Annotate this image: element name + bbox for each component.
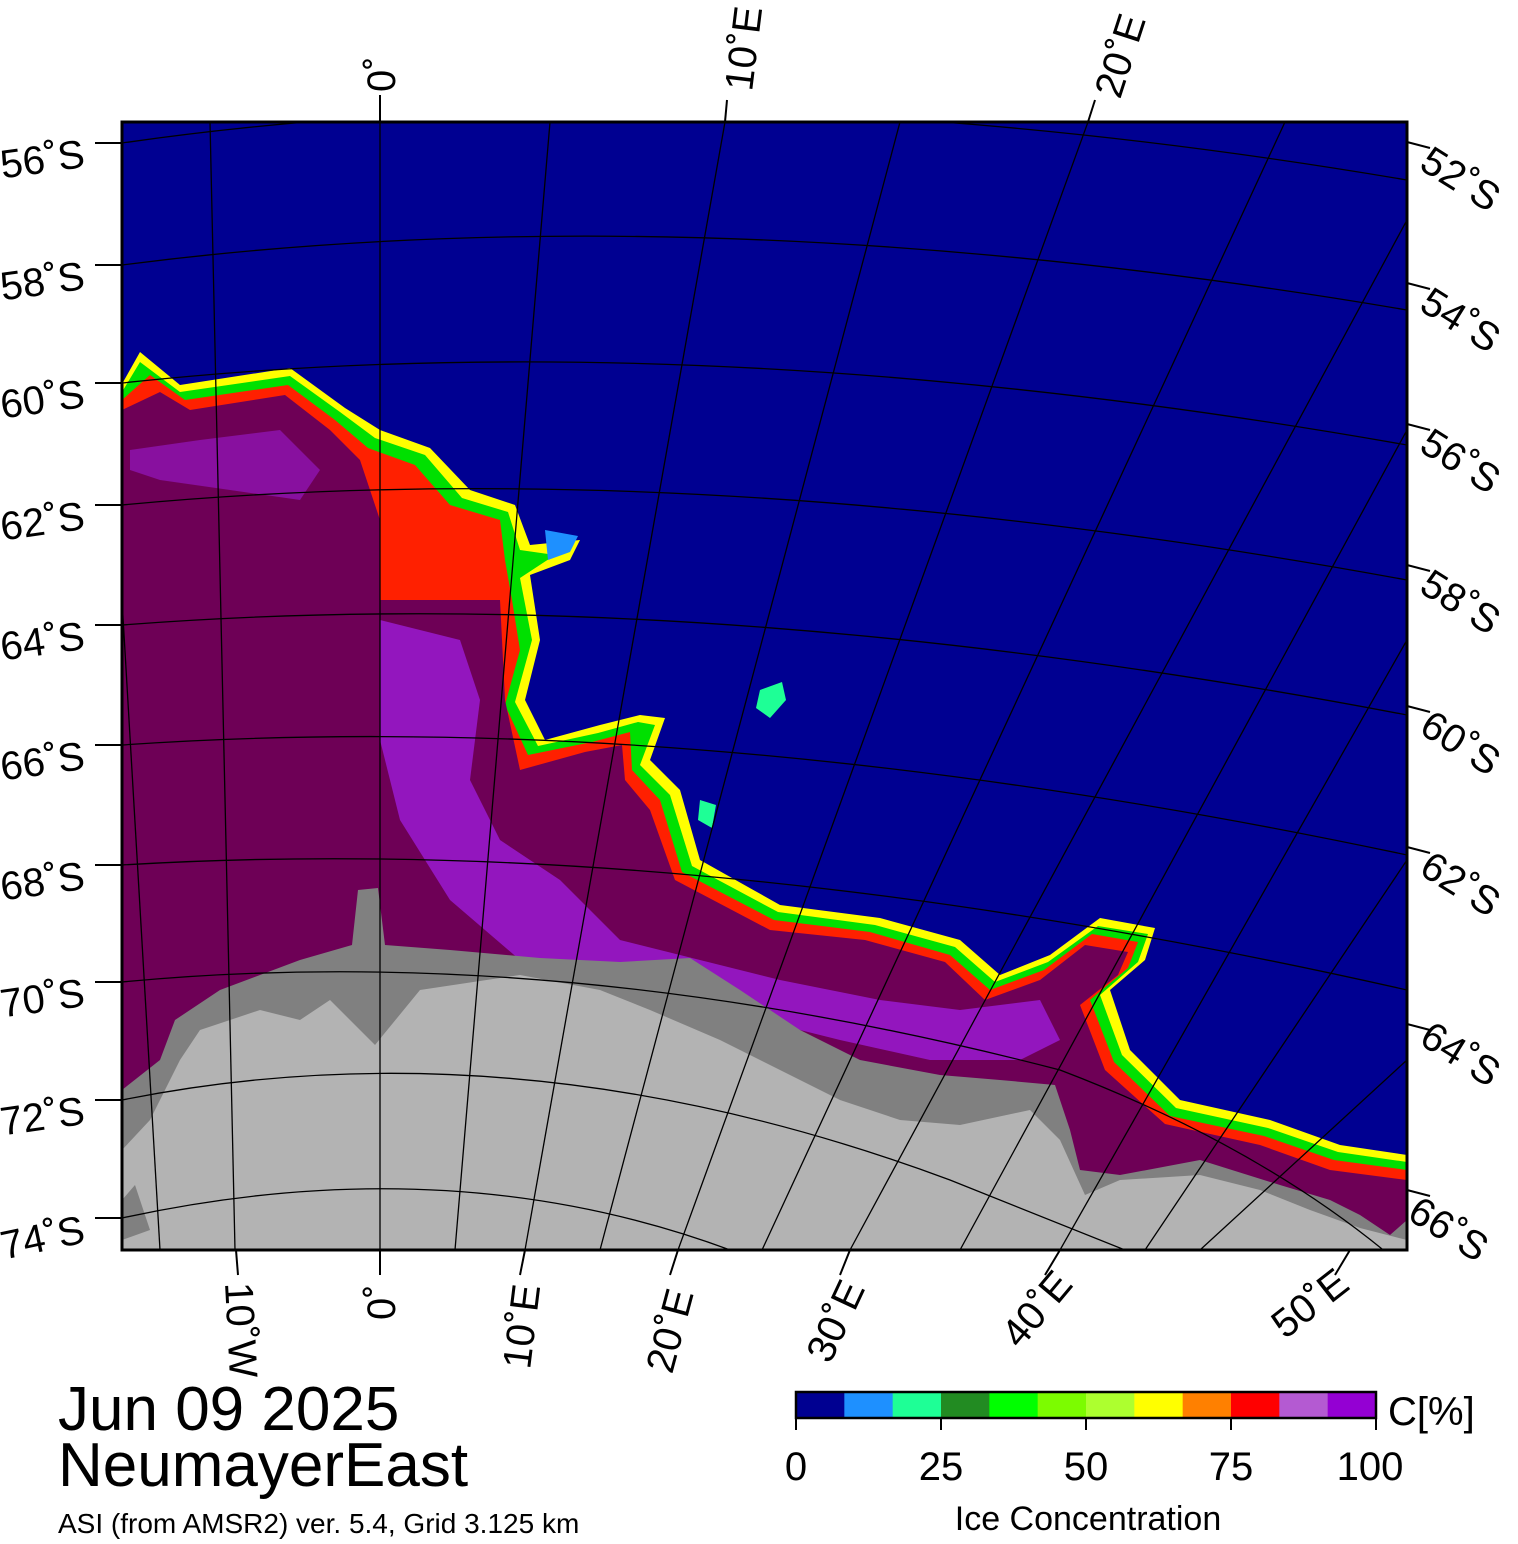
colorbar-cell — [844, 1392, 894, 1418]
lon-label: 50˚E — [1263, 1260, 1357, 1347]
colorbar-cell — [1037, 1392, 1087, 1418]
colorbar-cell — [941, 1392, 990, 1418]
lon-label: 20˚E — [1087, 9, 1155, 103]
ice-floe — [698, 800, 716, 828]
colorbar-cell — [1231, 1392, 1280, 1418]
lon-label: 40˚E — [993, 1263, 1081, 1356]
colorbar-cell — [1134, 1392, 1184, 1418]
lat-label: 70˚S — [0, 971, 87, 1026]
lat-label: 74˚S — [0, 1208, 88, 1269]
lat-label: 56˚S — [1413, 420, 1508, 502]
graticule-meridians — [122, 122, 1407, 1250]
colorbar-cell — [892, 1392, 942, 1418]
lat-label: 58˚S — [0, 254, 87, 309]
source-label: ASI (from AMSR2) ver. 5.4, Grid 3.125 km — [58, 1508, 580, 1539]
colorbar-cell — [1327, 1392, 1377, 1418]
lat-label: 62˚S — [0, 494, 87, 549]
lat-label: 62˚S — [1413, 843, 1508, 925]
map-panel — [122, 122, 1407, 1250]
colorbar-ticks — [795, 1418, 1377, 1430]
lon-label: 30˚E — [798, 1274, 874, 1369]
lon-label: 10˚E — [495, 1282, 549, 1371]
date-label: Jun 09 2025 — [58, 1375, 400, 1444]
map-frame — [120, 120, 1409, 1252]
lon-label: 20˚E — [638, 1284, 702, 1377]
lat-label: 52˚S — [1413, 138, 1508, 220]
lon-label: 0˚ — [360, 1284, 404, 1320]
lat-label: 54˚S — [1413, 279, 1508, 361]
land — [122, 975, 1407, 1250]
lat-label: 58˚S — [1413, 561, 1508, 643]
lat-labels-right: 52˚S 54˚S 56˚S 58˚S 60˚S 62˚S 64˚S 66˚S — [1401, 138, 1508, 1270]
purple-ice-patches-west — [130, 430, 320, 500]
lat-label: 64˚S — [1413, 1013, 1508, 1095]
lat-label: 56˚S — [0, 132, 87, 187]
colorbar-cells — [796, 1392, 1377, 1418]
lon-label: 10˚E — [717, 4, 771, 93]
lat-label: 66˚S — [1401, 1188, 1496, 1270]
frame-ticks — [95, 95, 1431, 1276]
lon-labels-bottom: 10˚W 0˚ 10˚E 20˚E 30˚E 40˚E 50˚E — [216, 1260, 1357, 1379]
ice-floe — [545, 530, 578, 560]
lat-label: 68˚S — [0, 854, 87, 909]
colorbar-cell — [1182, 1392, 1232, 1418]
land-west — [122, 1185, 150, 1240]
ice-floe — [756, 682, 786, 718]
colorbar-cell — [1279, 1392, 1329, 1418]
colorbar: C[%] 0 25 50 75 100 Ice Concentration — [785, 1390, 1475, 1538]
lon-label: 0˚ — [360, 56, 404, 92]
lat-label: 60˚S — [0, 372, 87, 427]
colorbar-tick-label: 25 — [919, 1445, 964, 1489]
colorbar-tick-label: 0 — [785, 1445, 807, 1489]
colorbar-title: Ice Concentration — [955, 1500, 1222, 1538]
lat-label: 60˚S — [1413, 702, 1508, 784]
purple-ice-patches — [380, 620, 1060, 1060]
colorbar-cell — [1086, 1392, 1135, 1418]
lat-label: 66˚S — [0, 734, 87, 789]
region-label: NeumayerEast — [58, 1431, 469, 1500]
colorbar-tick-label: 100 — [1337, 1445, 1404, 1489]
colorbar-cell — [989, 1392, 1039, 1418]
lon-labels-top: 0˚ 10˚E 20˚E — [360, 4, 1155, 103]
colorbar-tick-label: 50 — [1064, 1445, 1109, 1489]
lon-label: 10˚W — [216, 1281, 265, 1379]
colorbar-tick-label: 75 — [1209, 1445, 1254, 1489]
lat-label: 64˚S — [0, 614, 87, 669]
lat-label: 72˚S — [0, 1089, 87, 1144]
colorbar-unit-label: C[%] — [1388, 1390, 1475, 1434]
colorbar-cell — [796, 1392, 845, 1418]
lat-labels-left: 56˚S 58˚S 60˚S 62˚S 64˚S 66˚S 68˚S 70˚S … — [0, 132, 88, 1268]
